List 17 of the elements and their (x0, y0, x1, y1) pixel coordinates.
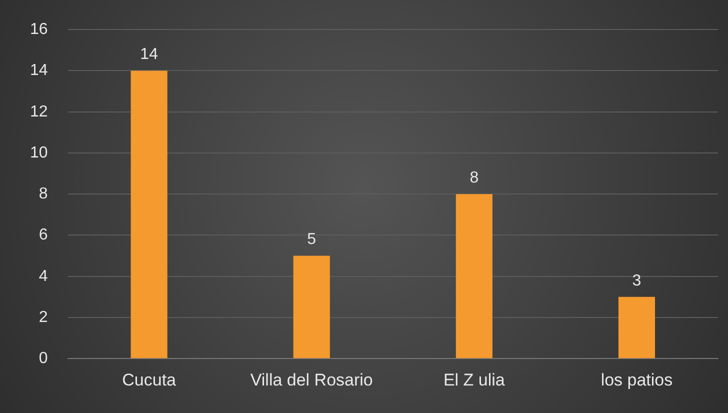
data-label: 5 (307, 231, 316, 248)
data-label: 14 (140, 46, 158, 64)
y-tick-label: 12 (30, 103, 48, 120)
y-tick-label: 0 (38, 350, 48, 368)
y-tick-label: 16 (30, 21, 48, 38)
data-label: 8 (470, 170, 479, 187)
y-tick-label: 8 (38, 186, 48, 203)
x-tick-label: los patios (600, 370, 673, 390)
y-tick-label: 2 (38, 308, 48, 326)
data-label: 3 (632, 272, 642, 290)
y-tick-label: 4 (38, 268, 48, 285)
x-tick-label: Cucuta (122, 370, 177, 390)
y-tick-label: 10 (30, 144, 48, 162)
y-tick-label: 14 (30, 62, 48, 80)
x-tick-label: Villa del Rosario (250, 370, 373, 390)
x-tick-label: El Z ulia (443, 370, 506, 390)
y-tick-label: 6 (38, 226, 48, 244)
